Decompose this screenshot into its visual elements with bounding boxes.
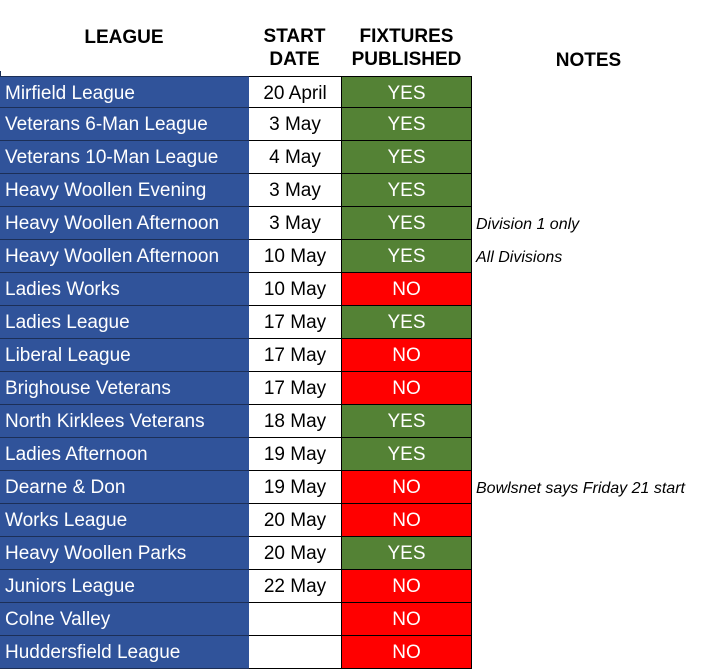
start-date-cell: 17 May <box>249 306 342 339</box>
table-row: Dearne & Don 19 May NO Bowlsnet says Friday… <box>0 471 685 504</box>
table-row: Heavy Woollen Afternoon 3 May YES Division … <box>0 207 579 240</box>
table-row: Huddersfield League NO <box>0 636 472 669</box>
league-name-cell: Brighouse Veterans <box>0 372 249 405</box>
table-row: Mirfield League 20 April YES <box>0 76 472 108</box>
note-cell: Bowlsnet says Friday 21 start <box>476 480 685 497</box>
league-name-cell: Heavy Woollen Evening <box>0 174 249 207</box>
fixtures-published-cell: NO <box>342 273 472 306</box>
start-date-cell: 3 May <box>249 108 342 141</box>
league-table: Mirfield League 20 April YES Veterans 6-Man… <box>0 76 685 669</box>
fixtures-published-cell: YES <box>342 405 472 438</box>
fixtures-published-column-header: FIXTURES PUBLISHED <box>341 25 472 71</box>
table-row: Works League 20 May NO <box>0 504 472 537</box>
table-row: Ladies League 17 May YES <box>0 306 472 339</box>
table-row: Veterans 10-Man League 4 May YES <box>0 141 472 174</box>
start-date-cell: 20 May <box>249 504 342 537</box>
fixtures-published-cell: YES <box>342 537 472 570</box>
note-cell: Division 1 only <box>476 216 580 233</box>
fixtures-published-cell: YES <box>342 438 472 471</box>
league-name-cell: Heavy Woollen Parks <box>0 537 249 570</box>
table-row: Veterans 6-Man League 3 May YES <box>0 108 472 141</box>
league-name-cell: Dearne & Don <box>0 471 249 504</box>
fixtures-header-line2: PUBLISHED <box>351 49 462 70</box>
start-date-cell: 3 May <box>249 174 342 207</box>
start-date-cell <box>249 603 342 636</box>
fixtures-published-cell: NO <box>342 636 472 669</box>
start-date-header-line1: START <box>263 26 326 47</box>
table-row: Heavy Woollen Afternoon 10 May YES All Divi… <box>0 240 562 273</box>
fixtures-published-cell: NO <box>342 570 472 603</box>
league-name-cell: Works League <box>0 504 249 537</box>
start-date-cell: 4 May <box>249 141 342 174</box>
start-date-header-line2: DATE <box>269 49 320 70</box>
notes-column-header: NOTES <box>555 50 622 71</box>
fixtures-published-cell: YES <box>342 108 472 141</box>
league-name-cell: Colne Valley <box>0 603 249 636</box>
league-name-cell: North Kirklees Veterans <box>0 405 249 438</box>
league-name-cell: Huddersfield League <box>0 636 249 669</box>
start-date-cell: 18 May <box>249 405 342 438</box>
fixtures-published-cell: YES <box>342 141 472 174</box>
table-row: Brighouse Veterans 17 May NO <box>0 372 472 405</box>
fixtures-header-line1: FIXTURES <box>359 26 454 47</box>
fixtures-published-cell: YES <box>342 240 472 273</box>
league-name-cell: Veterans 6-Man League <box>0 108 249 141</box>
start-date-cell: 17 May <box>249 372 342 405</box>
note-cell: All Divisions <box>476 249 563 266</box>
table-row: North Kirklees Veterans 18 May YES <box>0 405 472 438</box>
table-row: Heavy Woollen Evening 3 May YES <box>0 174 472 207</box>
start-date-cell <box>249 636 342 669</box>
table-row: Ladies Works 10 May NO <box>0 273 472 306</box>
league-name-cell: Juniors League <box>0 570 249 603</box>
league-column-header: LEAGUE <box>84 27 164 48</box>
league-name-cell: Heavy Woollen Afternoon <box>0 207 249 240</box>
start-date-cell: 19 May <box>249 438 342 471</box>
fixtures-published-cell: NO <box>342 339 472 372</box>
start-date-cell: 10 May <box>249 240 342 273</box>
start-date-column-header: START DATE <box>248 25 341 71</box>
start-date-cell: 3 May <box>249 207 342 240</box>
fixtures-published-cell: NO <box>342 603 472 636</box>
start-date-cell: 17 May <box>249 339 342 372</box>
fixtures-published-cell: NO <box>342 372 472 405</box>
table-row: Colne Valley NO <box>0 603 472 636</box>
table-row: Liberal League 17 May NO <box>0 339 472 372</box>
start-date-cell: 22 May <box>249 570 342 603</box>
table-row: Juniors League 22 May NO <box>0 570 472 603</box>
fixtures-published-cell: YES <box>342 174 472 207</box>
fixtures-published-cell: YES <box>342 207 472 240</box>
table-row: Heavy Woollen Parks 20 May YES <box>0 537 472 570</box>
start-date-cell: 19 May <box>249 471 342 504</box>
league-name-cell: Heavy Woollen Afternoon <box>0 240 249 273</box>
league-name-cell: Veterans 10-Man League <box>0 141 249 174</box>
fixtures-published-cell: NO <box>342 504 472 537</box>
fixtures-published-cell: YES <box>342 76 472 108</box>
fixtures-published-cell: NO <box>342 471 472 504</box>
league-name-cell: Ladies League <box>0 306 249 339</box>
league-name-cell: Ladies Works <box>0 273 249 306</box>
start-date-cell: 20 April <box>249 76 342 108</box>
league-name-cell: Liberal League <box>0 339 249 372</box>
league-name-cell: Ladies Afternoon <box>0 438 249 471</box>
table-row: Ladies Afternoon 19 May YES <box>0 438 472 471</box>
start-date-cell: 10 May <box>249 273 342 306</box>
league-name-cell: Mirfield League <box>0 76 249 108</box>
start-date-cell: 20 May <box>249 537 342 570</box>
fixtures-published-cell: YES <box>342 306 472 339</box>
